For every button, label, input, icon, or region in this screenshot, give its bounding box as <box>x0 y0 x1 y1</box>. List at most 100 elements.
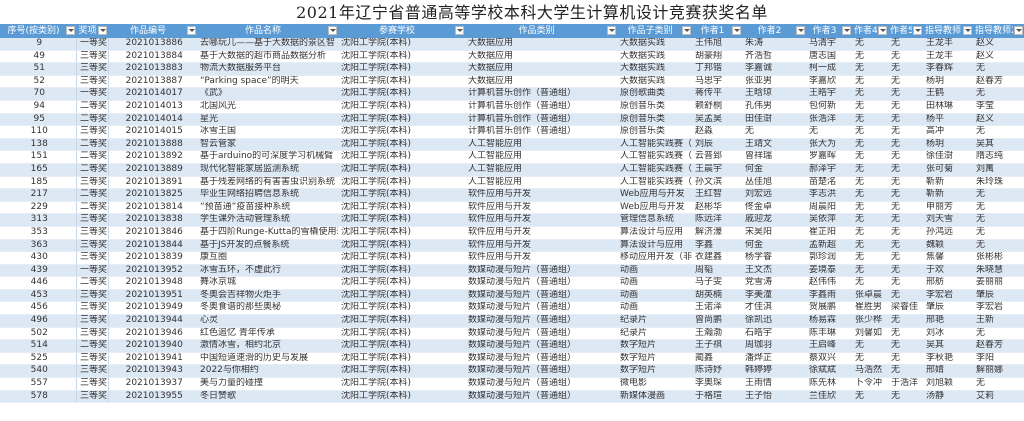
cell-author-5[interactable]: 无 <box>888 213 923 227</box>
cell-author-5[interactable]: 无 <box>888 264 923 278</box>
cell-advisor-1[interactable]: 靳新 <box>923 176 973 190</box>
cell-school[interactable]: 沈阳工学院(本科) <box>338 364 465 379</box>
cell-author-3[interactable]: 郝泽宇 <box>806 163 852 177</box>
cell-author-4[interactable]: 无 <box>852 352 888 366</box>
cell-work-name[interactable]: 冬奥会吉祥物火炬手 <box>197 289 338 303</box>
cell-author-2[interactable]: 才佳淇 <box>742 301 806 316</box>
cell-advisor-1[interactable]: 杨玥 <box>923 75 973 89</box>
cell-author-3[interactable]: 无 <box>806 125 852 139</box>
cell-award[interactable]: 二等奖 <box>75 100 109 114</box>
cell-work-number[interactable]: 2021013883 <box>108 62 197 76</box>
cell-category[interactable]: 软件应用与开发 <box>465 213 617 227</box>
cell-school[interactable]: 沈阳工学院(本科) <box>338 87 465 101</box>
cell-award[interactable]: 二等奖 <box>75 163 109 177</box>
cell-subcategory[interactable]: 数字短片 <box>617 352 692 366</box>
cell-subcategory[interactable]: 原创歌曲类 <box>617 87 692 101</box>
cell-subcategory[interactable]: 大数据实践 <box>617 38 692 51</box>
cell-author-3[interactable]: 徐斌斌 <box>806 364 852 379</box>
cell-advisor-2[interactable]: 无 <box>973 377 1024 391</box>
cell-category[interactable]: 大数据应用 <box>465 75 617 89</box>
cell-author-1[interactable]: 孙文滨 <box>692 176 742 190</box>
cell-author-4[interactable]: 无 <box>852 201 888 215</box>
cell-advisor-2[interactable]: 无 <box>973 201 1024 215</box>
cell-author-1[interactable]: 王晨宇 <box>692 163 742 177</box>
cell-seq[interactable]: 496 <box>0 314 76 328</box>
cell-subcategory[interactable]: 大数据实践 <box>617 50 692 64</box>
cell-seq[interactable]: 94 <box>0 100 76 114</box>
cell-category[interactable]: 数媒动漫与短片（普通组） <box>465 352 617 366</box>
cell-award[interactable]: 三等奖 <box>75 125 109 139</box>
cell-seq[interactable]: 453 <box>0 289 76 303</box>
filter-dropdown-icon[interactable] <box>98 26 107 35</box>
cell-author-4[interactable]: 无 <box>852 226 888 240</box>
cell-category[interactable]: 数媒动漫与短片（普通组） <box>465 301 617 316</box>
cell-advisor-1[interactable]: 王龙丰 <box>923 50 973 64</box>
cell-author-1[interactable]: 王诺泽 <box>692 301 742 316</box>
cell-author-5[interactable]: 无 <box>888 188 923 202</box>
cell-work-name[interactable]: 《武》 <box>197 87 338 101</box>
cell-work-name[interactable]: 北国风光 <box>197 100 338 114</box>
cell-work-name[interactable]: 去哪玩儿——基于大数据的景区智 <box>197 38 338 51</box>
cell-author-3[interactable]: 包何新 <box>806 100 852 114</box>
cell-seq[interactable]: 313 <box>0 213 76 227</box>
cell-advisor-2[interactable]: 隋志纯 <box>973 150 1024 164</box>
cell-author-4[interactable]: 刘馨如 <box>852 327 888 341</box>
column-header-work-name[interactable]: 作品名称 <box>197 24 338 38</box>
filter-dropdown-icon[interactable] <box>66 26 75 35</box>
cell-work-number[interactable]: 2021013814 <box>108 201 197 215</box>
cell-work-name[interactable]: 冰雪王国 <box>197 125 338 139</box>
cell-seq[interactable]: 430 <box>0 251 76 265</box>
cell-category[interactable]: 数媒动漫与短片（普通组） <box>465 364 617 379</box>
cell-category[interactable]: 大数据应用 <box>465 50 617 64</box>
cell-author-3[interactable]: 孟新超 <box>806 239 852 253</box>
cell-work-name[interactable]: 2022与你相约 <box>197 364 338 379</box>
cell-school[interactable]: 沈阳工学院(本科) <box>338 113 465 127</box>
cell-author-2[interactable]: 杨学睿 <box>742 251 806 265</box>
cell-author-5[interactable]: 无 <box>888 50 923 64</box>
cell-author-5[interactable]: 无 <box>888 314 923 328</box>
cell-author-4[interactable]: 无 <box>852 163 888 177</box>
cell-author-3[interactable]: 崔芷阳 <box>806 226 852 240</box>
cell-award[interactable]: 三等奖 <box>75 390 109 404</box>
cell-author-1[interactable]: 李奥琛 <box>692 377 742 391</box>
cell-work-name[interactable]: 激情冰雪，相约北京 <box>197 339 338 353</box>
cell-work-number[interactable]: 2021013825 <box>108 188 197 202</box>
cell-advisor-2[interactable]: 无 <box>973 87 1024 101</box>
cell-work-number[interactable]: 2021013937 <box>108 377 197 391</box>
cell-advisor-2[interactable]: 姜丽丽 <box>973 276 1024 290</box>
cell-award[interactable]: 三等奖 <box>75 364 109 379</box>
cell-award[interactable]: 三等奖 <box>75 75 109 89</box>
cell-school[interactable]: 沈阳工学院(本科) <box>338 289 465 303</box>
cell-author-2[interactable]: 李美潼 <box>742 289 806 303</box>
cell-seq[interactable]: 110 <box>0 125 76 139</box>
cell-work-number[interactable]: 2021013943 <box>108 364 197 379</box>
filter-dropdown-icon[interactable] <box>455 26 464 35</box>
cell-author-3[interactable]: 李鑫雨 <box>806 289 852 303</box>
cell-school[interactable]: 沈阳工学院(本科) <box>338 390 465 404</box>
cell-work-number[interactable]: 2021013940 <box>108 339 197 353</box>
cell-author-5[interactable]: 无 <box>888 163 923 177</box>
cell-advisor-1[interactable]: 王鹤 <box>923 87 973 101</box>
cell-author-1[interactable]: 曾尚鹏 <box>692 314 742 328</box>
cell-author-3[interactable]: 陈先林 <box>806 377 852 391</box>
cell-seq[interactable]: 525 <box>0 352 76 366</box>
cell-author-4[interactable]: 无 <box>852 150 888 164</box>
cell-award[interactable]: 二等奖 <box>75 339 109 353</box>
cell-advisor-2[interactable]: 朱玲珠 <box>973 176 1024 190</box>
cell-author-1[interactable]: 陈诗妤 <box>692 364 742 379</box>
cell-award[interactable]: 二等奖 <box>75 138 109 152</box>
cell-advisor-2[interactable]: 无 <box>973 188 1024 202</box>
cell-work-number[interactable]: 2021014017 <box>108 87 197 101</box>
cell-work-name[interactable]: 毕业生网络招聘信息系统 <box>197 188 338 202</box>
cell-subcategory[interactable]: 动画 <box>617 264 692 278</box>
cell-category[interactable]: 数媒动漫与短片（普通组） <box>465 327 617 341</box>
cell-school[interactable]: 沈阳工学院(本科) <box>338 163 465 177</box>
cell-category[interactable]: 计算机音乐创作（普通组） <box>465 113 617 127</box>
cell-work-number[interactable]: 2021013886 <box>108 38 197 51</box>
cell-advisor-2[interactable]: 王新 <box>973 314 1024 328</box>
cell-author-4[interactable]: 张少桦 <box>852 314 888 328</box>
cell-author-2[interactable]: 王雨情 <box>742 377 806 391</box>
cell-author-5[interactable]: 无 <box>888 38 923 51</box>
cell-author-4[interactable]: 无 <box>852 188 888 202</box>
cell-author-3[interactable]: 杨易霖 <box>806 314 852 328</box>
